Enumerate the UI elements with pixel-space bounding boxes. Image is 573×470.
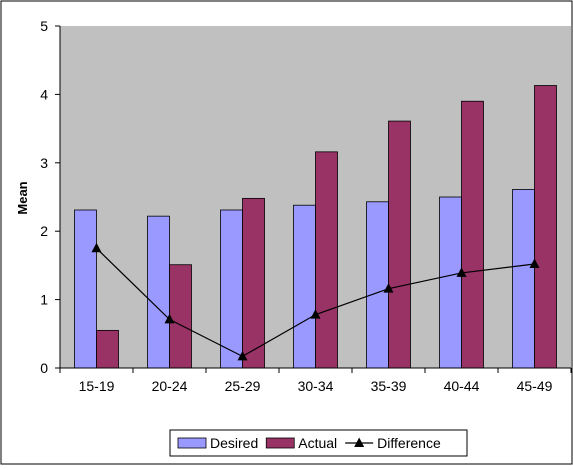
difference-marker-20-24 <box>164 313 175 324</box>
legend-label-difference: Difference <box>377 435 441 451</box>
x-tick-label: 45-49 <box>517 378 553 394</box>
bar-actual-35-39 <box>388 120 411 369</box>
legend-label-actual: Actual <box>298 435 337 451</box>
legend: Desired Actual Difference <box>169 429 468 457</box>
x-tick-label: 40-44 <box>444 378 480 394</box>
y-axis-title: Mean <box>15 181 30 214</box>
y-tick-label: 4 <box>40 86 48 102</box>
legend-swatch-desired <box>177 437 207 449</box>
axes-layer: 0 1 2 3 4 5 15-19 20-24 25-29 30-34 35-39 40-44 45-4… <box>40 18 572 394</box>
difference-marker-35-39 <box>383 283 394 293</box>
bar-actual-45-49 <box>534 85 557 369</box>
difference-marker-25-29 <box>237 350 248 361</box>
y-tick-label: 1 <box>40 292 48 308</box>
legend-box <box>169 429 468 457</box>
y-tick-label: 2 <box>40 223 48 239</box>
y-tick-label: 0 <box>40 360 48 376</box>
x-tick-label: 20-24 <box>152 378 188 394</box>
difference-marker-15-19 <box>91 242 102 253</box>
difference-line-layer <box>91 242 540 361</box>
legend-marker-difference <box>354 437 365 447</box>
bar-actual-30-34 <box>315 151 338 369</box>
difference-marker-40-44 <box>456 267 467 277</box>
x-tick-label: 35-39 <box>371 378 407 394</box>
bars-layer <box>74 85 557 369</box>
bar-desired-35-39 <box>366 201 389 369</box>
legend-label-desired: Desired <box>210 435 258 451</box>
bar-actual-25-29 <box>242 197 265 369</box>
bar-desired-30-34 <box>293 204 316 369</box>
x-tick-label: 25-29 <box>225 378 261 394</box>
y-tick-label: 5 <box>40 18 48 34</box>
bar-actual-15-19 <box>96 329 119 369</box>
difference-marker-30-34 <box>310 309 321 319</box>
difference-marker-45-49 <box>529 258 540 269</box>
y-tick-label: 3 <box>40 155 48 171</box>
bar-desired-20-24 <box>147 215 170 369</box>
bar-actual-20-24 <box>169 264 192 369</box>
legend-swatch-actual <box>265 437 295 449</box>
x-tick-label: 30-34 <box>298 378 334 394</box>
bar-desired-40-44 <box>439 196 462 369</box>
bar-desired-15-19 <box>74 209 97 369</box>
bar-actual-40-44 <box>461 100 484 369</box>
bar-desired-45-49 <box>512 189 535 369</box>
x-tick-label: 15-19 <box>79 378 115 394</box>
bar-desired-25-29 <box>220 209 243 369</box>
